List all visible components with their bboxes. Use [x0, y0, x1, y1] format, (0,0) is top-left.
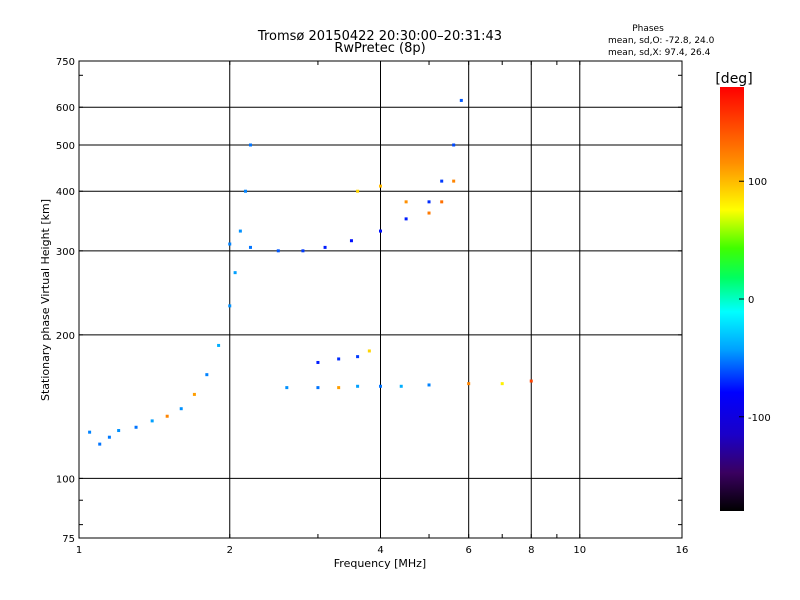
data-point [316, 360, 320, 364]
colorbar-tick-label: -100 [748, 413, 771, 424]
annotation-line-o: mean, sd,O: -72.8, 24.0 [608, 36, 715, 46]
data-point [98, 442, 102, 446]
data-point [88, 430, 92, 434]
data-point [228, 304, 232, 308]
data-point [452, 179, 456, 183]
data-point [500, 382, 504, 386]
data-point [404, 200, 408, 204]
data-point [356, 355, 360, 359]
data-point [179, 407, 183, 411]
data-point [337, 386, 341, 390]
data-point [367, 349, 371, 353]
y-tick-label: 600 [56, 103, 75, 114]
y-tick-label: 300 [56, 247, 75, 258]
data-point [459, 98, 463, 102]
data-point [399, 384, 403, 388]
data-point [356, 189, 360, 193]
x-tick-label: 16 [676, 545, 689, 556]
data-point [349, 239, 353, 243]
data-point [440, 200, 444, 204]
data-point [323, 245, 327, 249]
data-point [117, 429, 121, 433]
data-point [248, 143, 252, 147]
data-point [285, 386, 289, 390]
y-tick-label: 100 [56, 474, 75, 485]
data-point [452, 143, 456, 147]
grid [79, 61, 682, 538]
data-points [88, 98, 533, 446]
x-tick-label: 1 [76, 545, 82, 556]
chart-title: Tromsø 20150422 20:30:00–20:31:43 [257, 29, 502, 44]
data-point [205, 373, 209, 377]
data-point [379, 229, 382, 233]
data-point [404, 217, 408, 221]
y-tick-label: 200 [56, 331, 75, 342]
x-tick-label: 8 [528, 545, 534, 556]
x-tick-label: 10 [573, 545, 586, 556]
data-point [427, 200, 431, 204]
x-tick-label: 4 [377, 545, 383, 556]
data-point [337, 357, 341, 361]
data-point [440, 179, 444, 183]
data-point [217, 343, 221, 347]
annotation-title: Phases [632, 24, 664, 34]
data-point [243, 189, 247, 193]
data-point [427, 383, 431, 387]
colorbar-ticks: 100 0 -100 [739, 177, 771, 424]
data-point [248, 245, 252, 249]
chart-subtitle: RwPretec (8p) [334, 41, 425, 56]
y-axis-label: Stationary phase Virtual Height [km] [39, 199, 52, 401]
x-tick-label: 2 [227, 545, 233, 556]
x-axis-label: Frequency [MHz] [334, 557, 426, 570]
data-point [316, 386, 320, 390]
x-tick-label: 6 [465, 545, 471, 556]
annotation-line-x: mean, sd,X: 97.4, 26.4 [608, 48, 711, 58]
colorbar-label: [deg] [715, 71, 752, 87]
data-point [356, 384, 360, 388]
data-point [233, 271, 237, 275]
y-tick-label: 75 [62, 534, 75, 545]
data-point [107, 435, 111, 439]
y-tick-label: 400 [56, 187, 75, 198]
plot-frame [78, 60, 683, 539]
colorbar-tick-label: 0 [748, 295, 754, 306]
data-point [301, 249, 305, 253]
colorbar-tick-label: 100 [748, 177, 767, 188]
data-point [192, 392, 196, 396]
data-point [427, 211, 431, 215]
data-point [379, 184, 382, 188]
data-point [379, 384, 382, 388]
data-point [529, 379, 533, 383]
data-point [228, 242, 232, 246]
data-point [165, 414, 169, 418]
data-point [467, 382, 471, 386]
y-tick-label: 750 [56, 57, 75, 68]
data-point [238, 229, 242, 233]
data-point [134, 425, 138, 429]
axis-ticks: 1 2 4 6 8 10 16 75 100 200 300 400 500 600 750 [56, 57, 688, 556]
data-point [276, 249, 280, 253]
y-tick-label: 500 [56, 141, 75, 152]
data-point [150, 419, 154, 423]
